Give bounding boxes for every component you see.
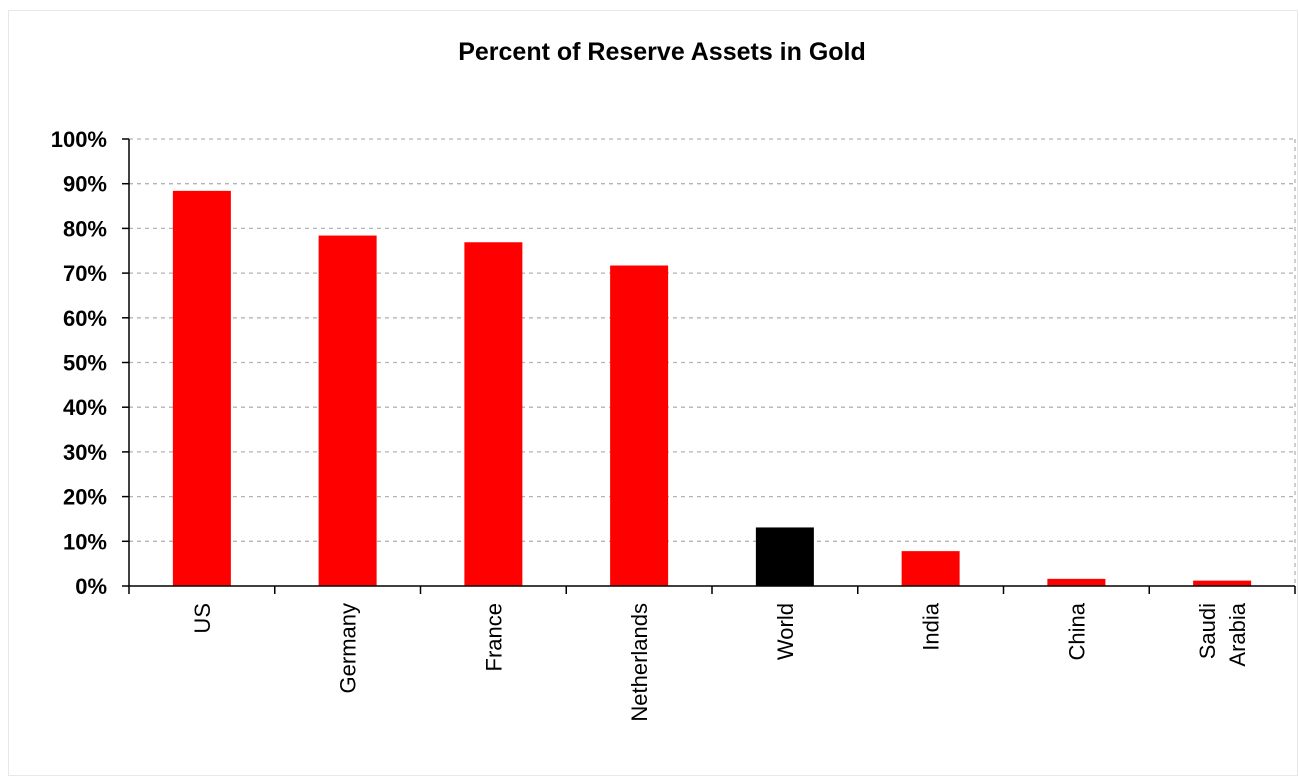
category-label-germany: Germany bbox=[336, 603, 361, 693]
y-tick-labels: 0% 10% 20% 30% 40% 50% 60% 70% 80% 90% 100% bbox=[51, 127, 107, 599]
bar-germany bbox=[318, 235, 377, 586]
bar-saudi-arabia bbox=[1193, 580, 1252, 586]
y-tick-label: 90% bbox=[63, 172, 107, 197]
category-label-line: China bbox=[1064, 602, 1089, 660]
category-label-line: Saudi bbox=[1195, 603, 1220, 659]
category-label-line: Netherlands bbox=[627, 603, 652, 722]
bar-us bbox=[172, 190, 231, 587]
category-label-france: France bbox=[481, 603, 506, 671]
y-tick-label: 60% bbox=[63, 306, 107, 331]
y-tick-label: 10% bbox=[63, 529, 107, 554]
category-label-us: US bbox=[190, 603, 215, 634]
y-tick-label: 50% bbox=[63, 351, 107, 376]
y-tick-label: 20% bbox=[63, 485, 107, 510]
bar-world bbox=[755, 527, 814, 586]
category-label-india: India bbox=[919, 602, 944, 650]
y-tick-label: 100% bbox=[51, 127, 107, 152]
y-tick-label: 80% bbox=[63, 216, 107, 241]
category-label-world: World bbox=[773, 603, 798, 660]
category-label-line: US bbox=[190, 603, 215, 634]
y-tick-label: 0% bbox=[75, 574, 107, 599]
bar-india bbox=[901, 551, 960, 586]
y-tick-label: 70% bbox=[63, 261, 107, 286]
bar-netherlands bbox=[610, 265, 669, 586]
gridlines bbox=[129, 138, 1296, 586]
chart-title: Percent of Reserve Assets in Gold bbox=[458, 38, 866, 66]
category-label-line: India bbox=[919, 602, 944, 650]
category-label-china: China bbox=[1064, 602, 1089, 660]
category-label-saudi-arabia: Saudi Arabia bbox=[1195, 602, 1250, 666]
category-label-line: Germany bbox=[336, 603, 361, 693]
bar-france bbox=[464, 242, 523, 586]
bar-china bbox=[1047, 578, 1106, 586]
category-label-netherlands: Netherlands bbox=[627, 603, 652, 722]
axes bbox=[122, 138, 1296, 594]
category-labels: US Germany France Netherlands World India Chin… bbox=[190, 602, 1250, 721]
category-label-line: Arabia bbox=[1225, 602, 1250, 666]
y-tick-label: 40% bbox=[63, 395, 107, 420]
category-label-line: France bbox=[481, 603, 506, 671]
category-label-line: World bbox=[773, 603, 798, 660]
bars bbox=[172, 190, 1252, 587]
y-tick-label: 30% bbox=[63, 440, 107, 465]
